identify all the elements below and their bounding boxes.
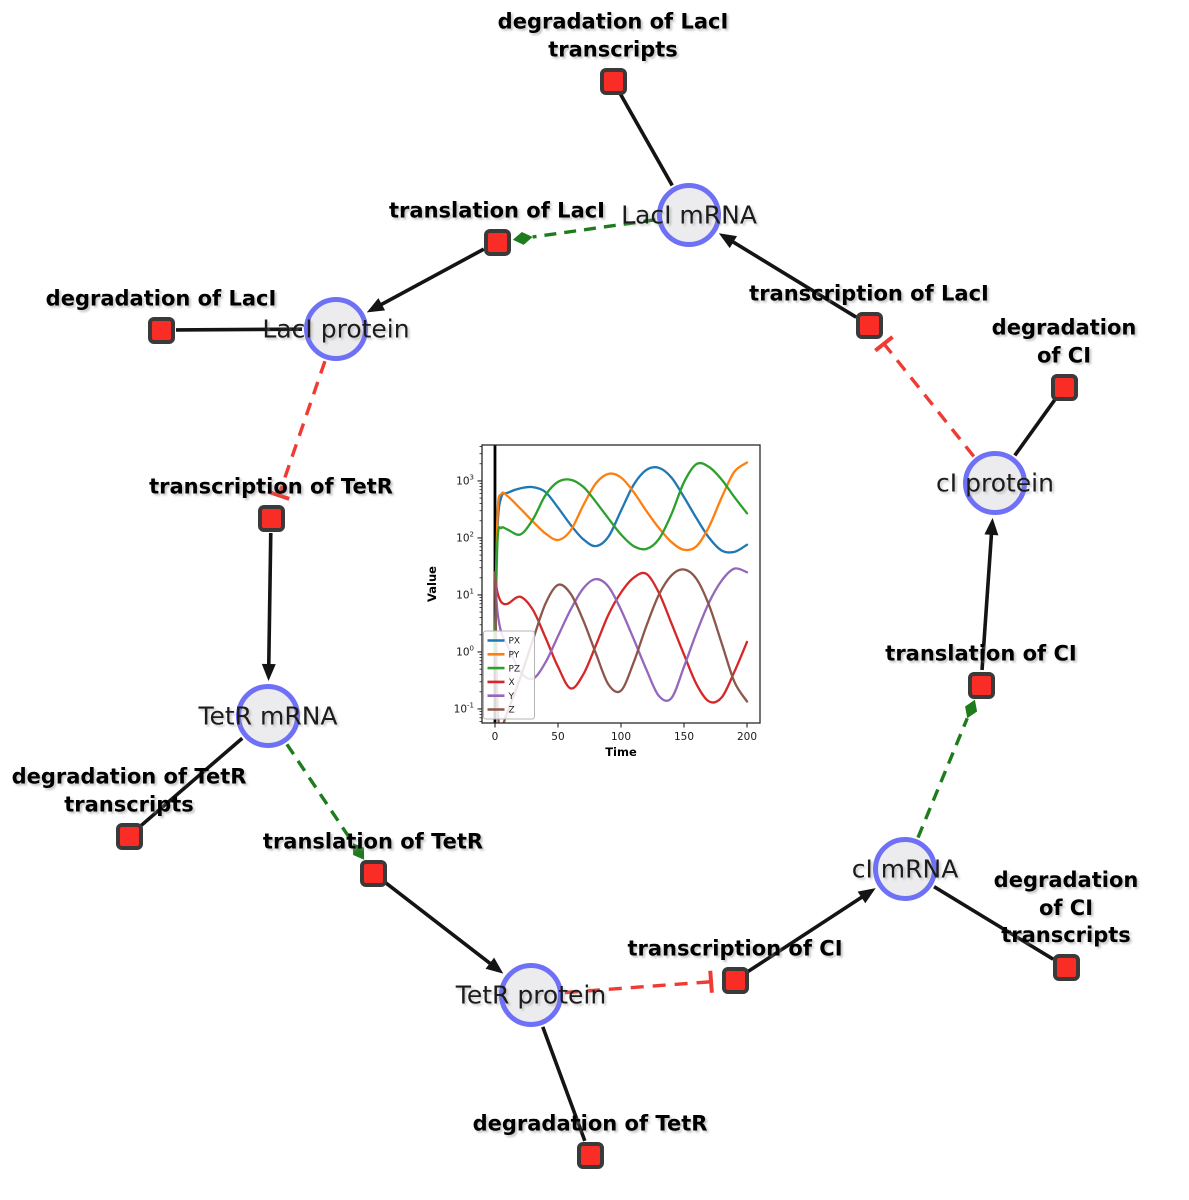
x-tick-label: 150 — [674, 731, 694, 743]
reaction-node-transl-ci — [967, 671, 995, 699]
edge-transl-tetr-to-tetr-protein-arrowhead-icon — [485, 957, 504, 974]
edge-ci-mrna-to-transl-ci-diamond-icon — [965, 699, 978, 719]
edge-ci-protein-to-transcr-laci — [882, 342, 976, 458]
edge-laci-protein-to-transcr-tetr — [277, 360, 327, 496]
edge-ci-protein-to-transcr-laci-tee-icon — [874, 335, 894, 353]
x-axis-label: Time — [605, 745, 637, 759]
reaction-node-transcr-laci — [855, 311, 883, 339]
y-tick-label: 103 — [456, 473, 474, 487]
edge-transcr-laci-to-laci-mrna-arrowhead-icon — [718, 233, 738, 249]
reaction-label-deg-laci: degradation of LacI — [45, 286, 277, 311]
edge-laci-protein-to-transcr-tetr-tee-icon — [267, 489, 290, 501]
edge-tetr-protein-to-deg-tetr — [541, 1026, 587, 1142]
reaction-label-transcr-ci: transcription of CI — [627, 936, 843, 961]
reaction-node-deg-tetr-transcripts — [115, 822, 143, 850]
species-node-laci-mrna — [657, 183, 721, 247]
legend-label-Y: Y — [508, 692, 515, 702]
edge-transl-ci-to-ci-protein-arrowhead-icon — [984, 517, 999, 536]
reaction-node-deg-laci — [147, 316, 175, 344]
edge-transcr-ci-to-ci-mrna — [746, 894, 865, 974]
reaction-node-deg-ci — [1050, 373, 1078, 401]
edge-transl-laci-to-laci-protein-arrowhead-icon — [366, 298, 386, 313]
reaction-node-deg-laci-transcripts — [599, 67, 627, 95]
edge-laci-mrna-to-transl-laci-diamond-icon — [512, 231, 533, 245]
edge-transcr-tetr-to-tetr-mrna-arrowhead-icon — [261, 663, 276, 682]
x-tick-label: 0 — [492, 731, 499, 743]
legend-label-Z: Z — [509, 706, 515, 716]
species-label-ci-protein: cI protein — [936, 468, 1054, 498]
y-tick-label: 101 — [456, 587, 474, 601]
reaction-label-transcr-tetr: transcription of TetR — [149, 474, 393, 499]
edge-tetr-mrna-to-deg-tetr-transcripts — [139, 736, 244, 828]
edge-transl-laci-to-laci-protein — [378, 247, 485, 308]
edge-transcr-ci-to-ci-mrna-arrowhead-icon — [857, 888, 876, 904]
x-tick-label: 200 — [737, 731, 757, 743]
y-tick-label: 102 — [456, 530, 474, 544]
edge-transcr-laci-to-laci-mrna — [729, 239, 858, 319]
legend-label-PX: PX — [509, 637, 521, 647]
reaction-label-deg-ci: degradation of CI — [991, 315, 1137, 368]
edge-transl-ci-to-ci-protein — [980, 531, 994, 671]
y-axis-label: Value — [425, 566, 439, 602]
plot-border — [481, 444, 761, 724]
reaction-label-deg-ci-transcripts: degradation of CI transcripts — [993, 867, 1139, 948]
reaction-node-deg-tetr — [576, 1141, 604, 1169]
edge-transl-tetr-to-tetr-protein — [383, 880, 494, 967]
edge-tetr-protein-to-transcr-ci-tee-icon — [708, 970, 714, 993]
species-label-tetr-protein: TetR protein — [455, 980, 607, 1010]
edge-laci-mrna-to-deg-laci-transcripts — [618, 93, 674, 187]
reaction-node-transl-laci — [483, 228, 511, 256]
reaction-label-deg-tetr: degradation of TetR — [472, 1111, 708, 1136]
edge-laci-mrna-to-transl-laci — [532, 218, 656, 239]
legend-label-X: X — [509, 678, 515, 688]
legend-label-PY: PY — [509, 651, 520, 661]
species-label-laci-protein: LacI protein — [262, 314, 410, 344]
species-label-ci-mrna: cI mRNA — [851, 854, 959, 884]
reaction-label-transl-ci: translation of CI — [885, 641, 1077, 666]
reaction-label-transl-tetr: translation of TetR — [262, 829, 484, 854]
reaction-label-deg-tetr-transcripts: degradation of TetR transcripts — [11, 764, 247, 817]
edge-tetr-mrna-to-transl-tetr-diamond-icon — [352, 843, 365, 860]
chart-inset: 10-1 100 101 102 103 0 50 100 150 200 Time Value PX P… — [425, 444, 761, 759]
y-tick-label: 100 — [456, 644, 474, 658]
species-node-laci-protein — [304, 297, 368, 361]
species-node-ci-mrna — [873, 837, 937, 901]
species-node-tetr-mrna — [236, 684, 300, 748]
series-line-PX — [493, 466, 749, 636]
edge-ci-mrna-to-deg-ci-transcripts — [933, 885, 1055, 961]
x-tick-label: 50 — [551, 731, 564, 743]
reaction-node-transcr-ci — [721, 966, 749, 994]
species-node-tetr-protein — [499, 963, 563, 1027]
x-tick-label: 100 — [611, 731, 631, 743]
species-label-laci-mrna: LacI mRNA — [621, 200, 757, 230]
species-node-ci-protein — [963, 451, 1027, 515]
y-tick-label: 10-1 — [454, 701, 474, 715]
reaction-label-transl-laci: translation of LacI — [389, 198, 605, 223]
reaction-node-transl-tetr — [359, 859, 387, 887]
series-line-PZ — [493, 461, 749, 654]
edge-tetr-protein-to-transcr-ci — [564, 980, 712, 995]
species-label-tetr-mrna: TetR mRNA — [198, 701, 338, 731]
edge-laci-protein-to-deg-laci — [175, 327, 303, 332]
reaction-label-transcr-laci: transcription of LacI — [749, 281, 989, 306]
legend-label-PZ: PZ — [509, 664, 521, 674]
edge-ci-protein-to-deg-ci — [1013, 398, 1057, 457]
reaction-node-deg-ci-transcripts — [1052, 953, 1080, 981]
reaction-label-deg-laci-transcripts: degradation of LacI transcripts — [497, 9, 729, 62]
series-line-PY — [493, 461, 749, 654]
edge-transcr-tetr-to-tetr-mrna — [266, 532, 273, 668]
reaction-node-transcr-tetr — [257, 504, 285, 532]
series-line-X — [493, 571, 749, 704]
edge-ci-mrna-to-transl-ci — [916, 717, 969, 839]
